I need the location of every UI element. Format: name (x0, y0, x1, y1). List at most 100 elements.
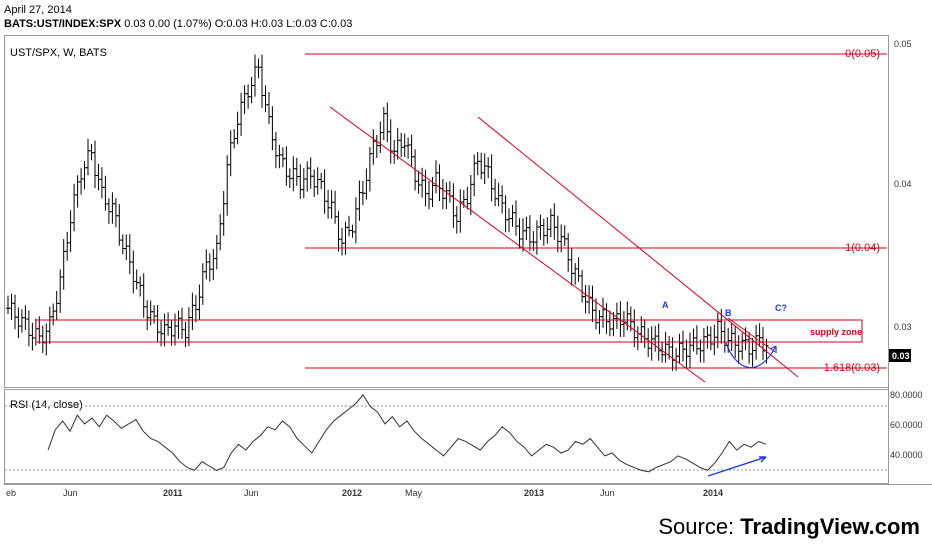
wave-c-curve[interactable] (725, 342, 777, 369)
source-brand[interactable]: TradingView.com (740, 514, 920, 539)
ohlc-bar (507, 208, 511, 233)
ohlc-bar (315, 167, 320, 195)
ohlc-bar (260, 54, 264, 108)
last-price-badge: 0.03 (892, 351, 910, 361)
ohlc-bar (510, 205, 515, 227)
ohlc-bar (740, 332, 745, 360)
ohlc-bar (635, 326, 640, 351)
wave-label-a: A (662, 300, 669, 310)
ohlc-bar (197, 284, 202, 320)
annotations[interactable] (35, 53, 887, 383)
ohlc-bar (183, 322, 188, 347)
ohlc-bar (722, 321, 727, 353)
ohlc-bar (301, 168, 306, 199)
ohlc-bar (6, 295, 10, 314)
ohlc-bar (357, 180, 362, 221)
ohlc-bar (587, 285, 592, 314)
rsi-line[interactable] (47, 394, 767, 473)
ohlc-bar (270, 106, 275, 151)
annotation-labels: 0(0.05) 1(0.04) 1.618(0.03) supply zone … (662, 48, 880, 374)
ohlc-bar (263, 85, 268, 113)
ohlc-bar (340, 227, 344, 256)
ohlc-bar (26, 310, 31, 347)
ohlc-bar (277, 144, 282, 169)
ohlc-bar (148, 300, 153, 326)
channel-lower[interactable] (329, 106, 706, 383)
time-axis[interactable]: eb Jun 2011 Jun 2012 May 2013 Jun 2014 (6, 488, 723, 498)
ohlc-bar (486, 157, 491, 179)
fib-label-1618: 1.618(0.03) (824, 362, 880, 374)
ohlc-bar (239, 92, 244, 136)
ohlc-bar (757, 323, 762, 347)
ohlc-bar (51, 303, 56, 326)
ohlc-bar (204, 249, 209, 280)
rsi-tick-label: 60.0000 (890, 420, 923, 430)
ohlc-bar (134, 269, 139, 290)
y-tick-label: 0.03 (894, 322, 912, 332)
ohlc-bar (521, 218, 525, 252)
rsi-divergence-arrowhead (759, 456, 767, 463)
ohlc-bar (267, 92, 271, 125)
price-chart[interactable]: UST/SPX, W, BATS RSI (14, close) 0.05 0.… (0, 0, 932, 510)
ohlc-values: O:0.03 H:0.03 L:0.03 C:0.03 (214, 18, 353, 30)
ohlc-bar (246, 84, 251, 109)
ohlc-bar (677, 333, 682, 364)
ohlc-bar (541, 218, 546, 246)
ohlc-bar (333, 190, 338, 224)
price-bars[interactable] (6, 54, 769, 371)
channel-upper[interactable] (477, 116, 799, 378)
ohlc-bar (120, 234, 125, 255)
supply-zone-label: supply zone (810, 327, 862, 337)
supply-zone[interactable] (35, 319, 863, 343)
ohlc-bar (663, 331, 668, 363)
ohlc-bar (61, 239, 66, 290)
rsi-divergence-arrow[interactable] (707, 456, 767, 477)
ohlc-bar (607, 310, 612, 337)
rsi-axis[interactable]: 80.0000 60.0000 40.0000 (890, 390, 923, 460)
ohlc-bar (173, 313, 177, 346)
rsi-tick-label: 80.0000 (890, 390, 923, 400)
ohlc-bar (242, 85, 247, 115)
ohlc-bar (235, 111, 240, 145)
ohlc-bar (451, 183, 456, 228)
ohlc-bar (475, 152, 480, 176)
ohlc-bar (86, 138, 90, 176)
ohlc-bar (392, 140, 397, 164)
ohlc-bar (684, 339, 689, 369)
ohlc-bar (298, 164, 303, 199)
ohlc-bar (472, 154, 477, 197)
ohlc-bar (642, 319, 647, 348)
ohlc-bar (23, 305, 28, 330)
ohlc-bar (141, 273, 146, 318)
ohlc-bar (712, 324, 717, 356)
ohlc-bar (646, 328, 651, 357)
ohlc-bar (256, 58, 261, 79)
ohlc-bar (47, 306, 52, 344)
ohlc-bar (402, 133, 407, 157)
ohlc-bar (447, 181, 452, 203)
ohlc-bar (681, 330, 685, 362)
ohlc-bar (496, 182, 501, 207)
ohlc-bar (573, 263, 578, 285)
symbol-name[interactable]: BATS:UST/INDEX:SPX (4, 18, 122, 30)
ohlc-bar (82, 161, 87, 190)
ohlc-bar (44, 323, 49, 356)
ohlc-bar (489, 154, 494, 202)
ohlc-bar (221, 191, 226, 236)
ohlc-bar (660, 342, 665, 363)
ohlc-bar (211, 249, 216, 281)
ohlc-bar (336, 211, 341, 252)
ohlc-bar (715, 312, 720, 349)
trendline-short[interactable] (727, 317, 776, 353)
ohlc-bar (16, 307, 21, 339)
ohlc-bar (9, 293, 14, 320)
price-axis[interactable]: 0.05 0.04 0.03 0.03 (889, 39, 912, 362)
ohlc-bar (54, 291, 59, 321)
ohlc-bar (437, 164, 442, 201)
ohlc-bar (569, 248, 574, 286)
ohlc-bar (524, 216, 529, 240)
wave-label-b: B (725, 308, 732, 318)
ohlc-bar (493, 178, 498, 207)
ohlc-bar (287, 168, 292, 188)
ohlc-bar (228, 130, 233, 177)
